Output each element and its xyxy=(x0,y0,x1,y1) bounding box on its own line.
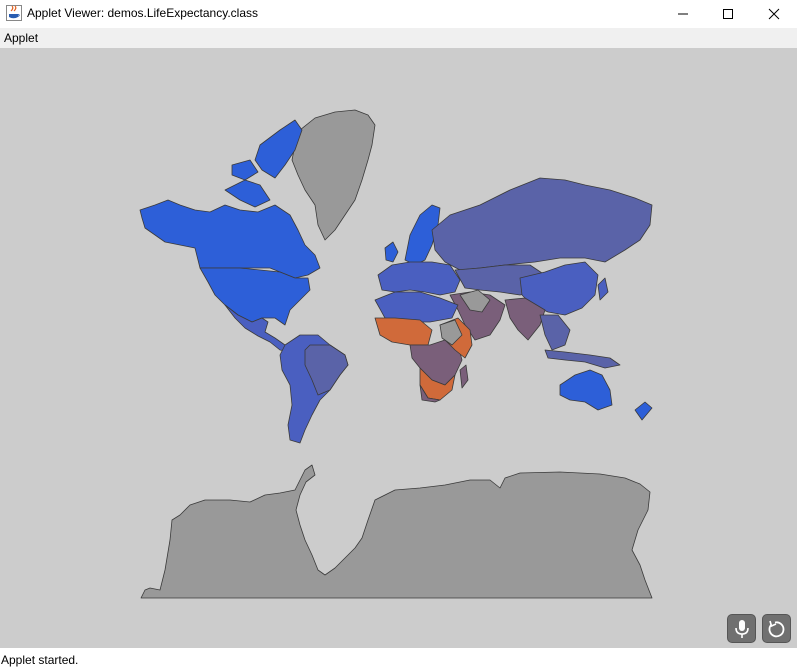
greenland xyxy=(291,109,376,241)
horn-nodata xyxy=(439,319,463,346)
window-title: Applet Viewer: demos.LifeExpectancy.clas… xyxy=(27,6,259,20)
canada-islands xyxy=(224,119,303,208)
new-zealand xyxy=(634,401,653,421)
usa xyxy=(199,267,311,326)
canada xyxy=(139,199,321,279)
microphone-icon xyxy=(734,619,749,638)
reset-icon xyxy=(768,620,784,637)
japan xyxy=(597,277,609,301)
se-asia xyxy=(539,314,571,351)
close-icon xyxy=(768,8,780,19)
status-text: Applet started. xyxy=(1,653,79,667)
brazil xyxy=(304,344,349,396)
uk xyxy=(384,241,399,263)
menu-applet[interactable]: Applet xyxy=(4,31,39,45)
maximize-icon xyxy=(723,8,733,19)
antarctica xyxy=(140,464,653,599)
north-africa xyxy=(374,291,459,323)
arabia-nodata xyxy=(459,289,491,313)
maximize-button[interactable] xyxy=(705,0,751,27)
java-icon xyxy=(6,5,22,21)
microphone-button[interactable] xyxy=(727,614,756,643)
minimize-icon xyxy=(678,13,688,14)
europe xyxy=(377,261,461,296)
australia xyxy=(559,369,613,411)
south-africa xyxy=(419,384,441,403)
reset-button[interactable] xyxy=(762,614,791,643)
close-button[interactable] xyxy=(751,0,797,27)
indonesia xyxy=(544,349,621,369)
south-asia xyxy=(504,297,546,341)
title-bar[interactable]: Applet Viewer: demos.LifeExpectancy.clas… xyxy=(0,0,797,27)
russia xyxy=(431,177,653,271)
applet-canvas[interactable] xyxy=(0,48,797,648)
status-bar: Applet started. xyxy=(0,648,797,672)
madagascar xyxy=(459,364,469,389)
world-map[interactable] xyxy=(0,48,797,648)
menu-bar: Applet xyxy=(0,28,797,48)
minimize-button[interactable] xyxy=(660,0,706,27)
